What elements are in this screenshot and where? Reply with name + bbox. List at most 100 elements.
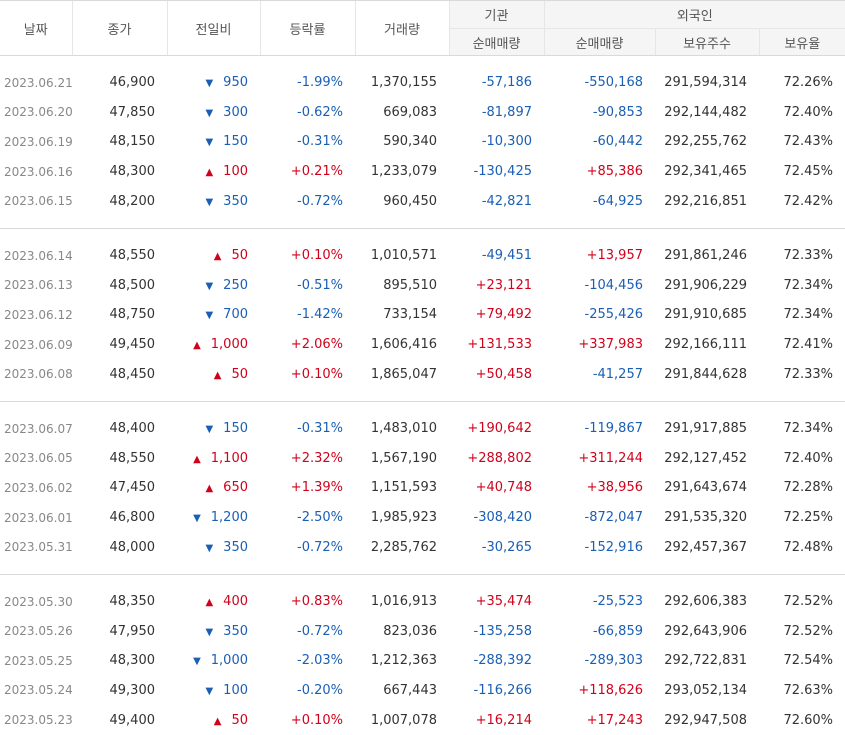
inst-net-cell: -81,897 (481, 104, 532, 120)
inst-net-cell: +131,533 (467, 337, 532, 353)
change-value: 100 (223, 682, 248, 698)
foreign-holdings-cell: 291,535,320 (664, 510, 747, 526)
date-cell: 2023.05.30 (4, 594, 73, 609)
inst-net-cell: +23,121 (475, 277, 532, 293)
table-row: 2023.05.24 49,300 ▼ 100 -0.20% 667,443 -116,26… (0, 676, 845, 706)
close-cell: 48,450 (109, 366, 156, 382)
change-value: 50 (231, 712, 248, 728)
foreign-net-cell: -872,047 (584, 510, 643, 526)
date-cell: 2023.06.15 (4, 194, 73, 209)
foreign-holdings-cell: 291,844,628 (664, 366, 747, 382)
inst-net-cell: +16,214 (475, 712, 532, 728)
triangle-up-icon: ▲ (213, 369, 222, 381)
header-foreign-holdings: 보유주수 (654, 28, 759, 56)
change-value: 1,000 (210, 337, 248, 353)
volume-cell: 1,016,913 (370, 594, 437, 610)
inst-net-cell: +40,748 (475, 480, 532, 496)
table-row: 2023.05.26 47,950 ▼ 350 -0.72% 823,036 -135,25… (0, 617, 845, 647)
table-row: 2023.05.23 49,400 ▲ 50 +0.10% 1,007,078 +16,21… (0, 705, 845, 735)
table-body: 2023.06.21 46,900 ▼ 950 -1.99% 1,370,155 -57,1… (0, 56, 845, 735)
foreign-net-cell: +337,983 (578, 337, 643, 353)
header-foreign: 외국인 (543, 0, 845, 29)
foreign-ratio-cell: 72.41% (783, 337, 834, 353)
foreign-holdings-cell: 292,947,508 (664, 712, 747, 728)
rate-cell: +0.10% (290, 366, 343, 382)
date-cell: 2023.06.08 (4, 367, 73, 382)
volume-cell: 823,036 (383, 623, 437, 639)
rate-cell: +0.83% (290, 594, 343, 610)
date-cell: 2023.06.20 (4, 105, 73, 120)
foreign-ratio-cell: 72.52% (783, 623, 834, 639)
change-cell: ▼ 350 (167, 617, 260, 647)
change-cell: ▲ 1,000 (167, 330, 260, 360)
triangle-up-icon: ▲ (205, 167, 214, 179)
volume-cell: 1,370,155 (370, 75, 437, 91)
change-cell: ▲ 50 (167, 705, 260, 735)
foreign-net-cell: +13,957 (586, 248, 643, 264)
date-cell: 2023.06.12 (4, 307, 73, 322)
foreign-holdings-cell: 291,861,246 (664, 248, 747, 264)
triangle-down-icon: ▼ (205, 424, 214, 436)
group-divider (0, 574, 845, 575)
change-cell: ▼ 150 (167, 127, 260, 157)
volume-cell: 2,285,762 (370, 539, 437, 555)
close-cell: 48,300 (109, 164, 156, 180)
rate-cell: -0.62% (297, 104, 343, 120)
change-value: 100 (223, 164, 248, 180)
close-cell: 47,850 (109, 104, 156, 120)
close-cell: 48,150 (109, 134, 156, 150)
date-cell: 2023.06.14 (4, 248, 73, 263)
change-cell: ▲ 1,100 (167, 444, 260, 474)
change-value: 350 (223, 623, 248, 639)
volume-cell: 667,443 (383, 682, 437, 698)
volume-cell: 1,233,079 (370, 164, 437, 180)
header-rate: 등락률 (259, 0, 355, 56)
rate-cell: +2.32% (290, 450, 343, 466)
foreign-net-cell: -64,925 (592, 193, 643, 209)
date-cell: 2023.06.01 (4, 510, 73, 525)
volume-cell: 1,606,416 (370, 337, 437, 353)
change-cell: ▲ 400 (167, 587, 260, 617)
rate-cell: +0.10% (290, 248, 343, 264)
triangle-down-icon: ▼ (193, 656, 201, 668)
foreign-ratio-cell: 72.34% (783, 277, 834, 293)
foreign-ratio-cell: 72.25% (783, 510, 834, 526)
foreign-net-cell: -66,859 (592, 623, 643, 639)
change-cell: ▼ 250 (167, 271, 260, 301)
date-cell: 2023.05.31 (4, 540, 73, 555)
group-divider (0, 401, 845, 402)
foreign-net-cell: -104,456 (584, 277, 643, 293)
change-value: 1,100 (210, 450, 248, 466)
table-row: 2023.06.08 48,450 ▲ 50 +0.10% 1,865,047 +50,45… (0, 359, 845, 389)
change-value: 1,200 (210, 510, 248, 526)
date-cell: 2023.05.26 (4, 624, 73, 639)
foreign-net-cell: -119,867 (584, 421, 643, 437)
table-row: 2023.05.31 48,000 ▼ 350 -0.72% 2,285,762 -30,2… (0, 532, 845, 562)
triangle-down-icon: ▼ (205, 137, 214, 149)
header-date: 날짜 (0, 0, 72, 56)
rate-cell: -2.03% (297, 653, 343, 669)
header-volume: 거래량 (354, 0, 449, 56)
date-cell: 2023.06.02 (4, 480, 73, 495)
triangle-up-icon: ▲ (213, 251, 222, 263)
inst-net-cell: -49,451 (481, 248, 532, 264)
volume-cell: 1,865,047 (370, 366, 437, 382)
table-row: 2023.06.20 47,850 ▼ 300 -0.62% 669,083 -81,897… (0, 98, 845, 128)
change-value: 350 (223, 539, 248, 555)
volume-cell: 1,007,078 (370, 712, 437, 728)
foreign-holdings-cell: 292,127,452 (664, 450, 747, 466)
foreign-holdings-cell: 292,216,851 (664, 193, 747, 209)
change-value: 350 (223, 193, 248, 209)
inst-net-cell: +190,642 (467, 421, 532, 437)
rate-cell: -0.31% (297, 134, 343, 150)
volume-cell: 733,154 (383, 307, 437, 323)
inst-net-cell: -308,420 (473, 510, 532, 526)
foreign-net-cell: +311,244 (578, 450, 643, 466)
change-cell: ▲ 100 (167, 157, 260, 187)
change-value: 650 (223, 480, 248, 496)
change-value: 1,000 (210, 653, 248, 669)
rate-cell: -0.51% (297, 277, 343, 293)
header-close: 종가 (71, 0, 167, 56)
foreign-net-cell: -90,853 (592, 104, 643, 120)
close-cell: 46,900 (109, 75, 156, 91)
